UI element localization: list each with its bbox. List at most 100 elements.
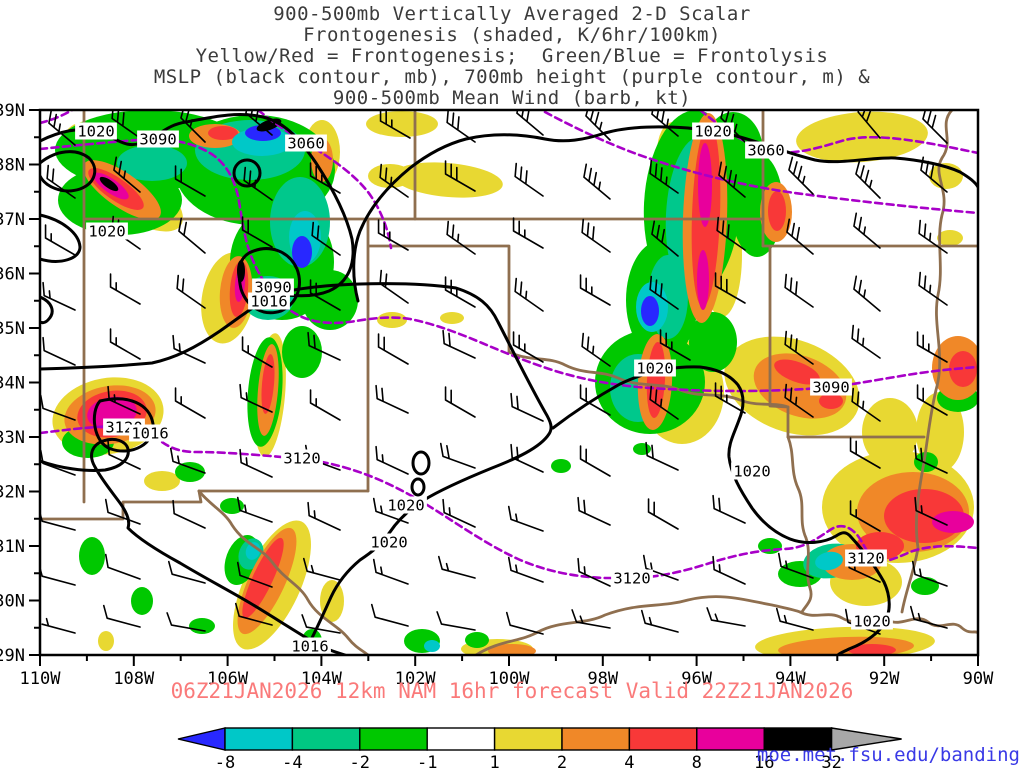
- wind-barb: [914, 444, 948, 474]
- border-ok-panhandle: [366, 217, 511, 493]
- shading-blob: [488, 644, 536, 655]
- contour-label-box: [810, 378, 852, 396]
- contour-label-box: [281, 449, 323, 467]
- mslp-contour: [40, 150, 97, 193]
- wind-barb: [239, 383, 273, 413]
- wind-barb: [581, 218, 611, 253]
- shading-blob: [862, 398, 918, 466]
- wind-barb: [236, 496, 273, 523]
- shading-blob: [242, 537, 284, 619]
- lat-tick-label: 38N: [0, 156, 25, 176]
- shading-blob: [117, 145, 187, 181]
- mslp-contour-ring: [232, 158, 262, 188]
- mslp-contour: [40, 295, 54, 325]
- contour-label: 3090: [812, 379, 849, 397]
- contour-label-box: [86, 222, 128, 240]
- wind-barb: [788, 156, 814, 195]
- wind-barb: [853, 212, 881, 249]
- wind-barb: [104, 498, 141, 525]
- mslp-contour-1020-top: [352, 125, 978, 303]
- shading-blob: [393, 162, 503, 198]
- shading-blob: [144, 471, 180, 491]
- wind-barbs: [40, 110, 948, 635]
- shading-blob: [916, 392, 964, 472]
- wind-barb: [571, 609, 611, 629]
- contour-label-box: [129, 424, 171, 442]
- lon-tick-label: 96W: [681, 669, 712, 689]
- contour-label: 3060: [747, 142, 784, 160]
- texas-coast: [474, 595, 802, 655]
- shading-blob: [819, 393, 843, 409]
- lon-tick-label: 102W: [395, 669, 437, 689]
- wind-barb: [444, 386, 476, 418]
- wind-barb: [649, 275, 679, 310]
- credit-url-link[interactable]: moe.met.fsu.edu/banding: [756, 744, 1020, 766]
- wind-barb: [107, 385, 141, 415]
- contour-label-box: [137, 130, 179, 148]
- wind-barb: [379, 163, 409, 198]
- height-contour-3090: [40, 137, 978, 393]
- colorbar-tick-label: 32: [821, 753, 841, 768]
- wind-barb: [307, 331, 341, 361]
- wind-barb: [377, 333, 409, 365]
- wind-barb: [659, 329, 691, 361]
- wind-barb: [712, 555, 746, 585]
- latitude-axis: 39N 38N 37N 36N 35N 34N 33N 32N 31N 30N 29N: [0, 101, 40, 666]
- wind-barb: [167, 560, 206, 584]
- contour-label-box: [845, 549, 887, 567]
- colorbar-segment: [359, 727, 428, 751]
- wind-barb: [851, 387, 881, 422]
- lat-tick-label: 35N: [0, 319, 25, 339]
- contour-label: 3090: [139, 131, 176, 149]
- colorbar-segment: [291, 727, 361, 751]
- wind-barb: [174, 165, 206, 197]
- wind-barb: [172, 334, 206, 364]
- height-contour-3120: [40, 424, 978, 580]
- wind-barb: [649, 385, 679, 420]
- wind-barb: [640, 609, 679, 633]
- shading-blob: [768, 191, 786, 231]
- wind-barb: [577, 557, 611, 587]
- wind-barb: [911, 560, 948, 587]
- mslp-contour-ring: [410, 477, 426, 497]
- shading-blob: [292, 236, 312, 268]
- wind-barb: [510, 443, 544, 473]
- wind-barb: [579, 274, 611, 306]
- wind-barb: [784, 330, 814, 365]
- wind-barb: [446, 220, 476, 255]
- wind-barb: [166, 612, 206, 632]
- lon-tick-label: 90W: [963, 669, 994, 689]
- mslp-contour-1020-main: [40, 282, 553, 655]
- contour-label: 1016: [131, 425, 168, 443]
- shading-blob: [440, 312, 464, 324]
- wind-barb: [169, 447, 206, 474]
- lat-tick-label: 37N: [0, 210, 25, 230]
- lon-tick-label: 92W: [869, 669, 900, 689]
- contour-label-box: [289, 637, 331, 655]
- contour-label-box: [745, 141, 787, 159]
- wind-barb: [775, 607, 814, 631]
- wind-barb: [372, 558, 409, 585]
- contour-label: 3120: [847, 550, 884, 568]
- mslp-contour-1016-loop: [237, 247, 301, 315]
- wind-barb: [302, 557, 341, 581]
- mslp-contour-sw-diagonal: [40, 437, 347, 655]
- wind-barb: [178, 217, 206, 254]
- shading-blob: [848, 644, 896, 655]
- wind-barb: [309, 162, 341, 194]
- shading-blob: [424, 640, 440, 652]
- shading-blob: [98, 631, 114, 651]
- wind-barb: [649, 159, 679, 194]
- wind-barb: [849, 500, 881, 532]
- contour-label-box: [252, 278, 294, 296]
- wind-barb: [46, 164, 76, 199]
- wind-barb: [651, 110, 679, 137]
- contour-label-box: [368, 533, 410, 551]
- lat-tick-label: 34N: [0, 374, 25, 394]
- wind-barb: [48, 110, 76, 146]
- shading-blob: [641, 296, 659, 326]
- wind-barb: [377, 219, 409, 251]
- shading-blob: [99, 176, 119, 192]
